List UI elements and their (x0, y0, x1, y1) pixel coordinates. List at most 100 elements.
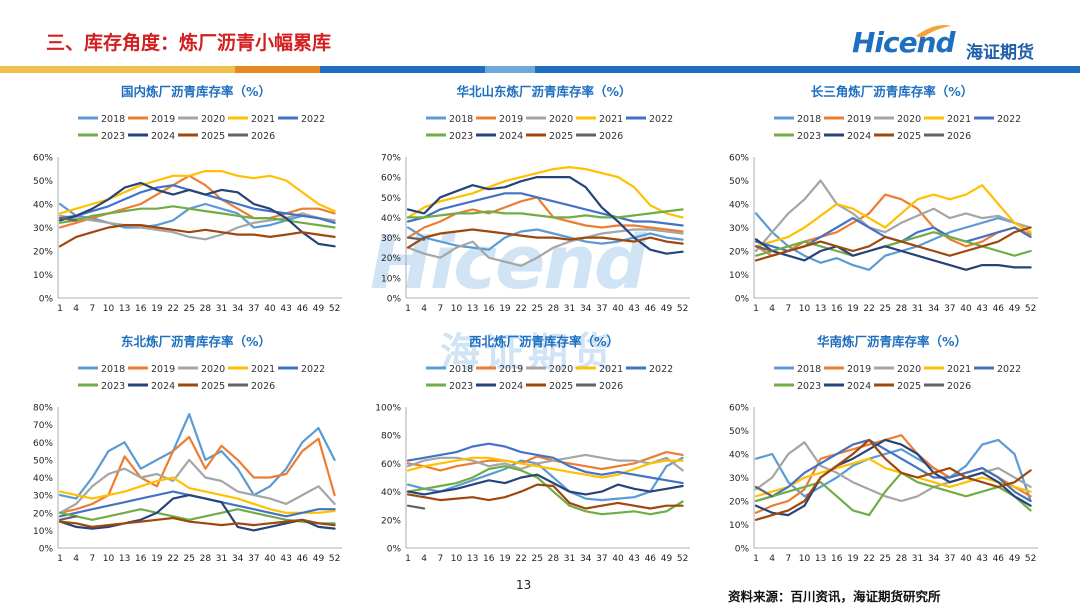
series-line-2020 (754, 179, 1032, 253)
series-line-2024 (406, 176, 684, 255)
x-tick-label: 16 (135, 554, 147, 564)
x-tick-label: 52 (329, 554, 340, 564)
legend-label-2018: 2018 (101, 364, 125, 375)
series-line-2026 (58, 515, 78, 521)
series-line-2026 (406, 504, 426, 510)
x-tick-label: 19 (151, 304, 163, 314)
x-tick-label: 10 (103, 554, 115, 564)
legend-label-2022: 2022 (649, 364, 673, 375)
legend-label-2021: 2021 (251, 364, 275, 375)
series-line-2021 (58, 476, 336, 514)
y-tick-label: 50% (729, 427, 749, 437)
x-tick-label: 1 (405, 554, 411, 564)
series-line-2018 (58, 413, 336, 500)
x-tick-label: 13 (119, 304, 130, 314)
series-line-2019 (58, 435, 336, 514)
x-tick-label: 34 (928, 554, 940, 564)
x-tick-label: 22 (863, 554, 874, 564)
chart-title: 长三角炼厂沥青库存率（%） (811, 84, 974, 99)
x-tick-label: 46 (297, 304, 309, 314)
legend-label-2020: 2020 (549, 114, 573, 125)
legend-label-2021: 2021 (251, 114, 275, 125)
y-tick-label: 20% (381, 254, 401, 264)
chart-title: 华南炼厂沥青库存率（%） (817, 334, 967, 349)
legend-label-2019: 2019 (847, 114, 871, 125)
x-tick-label: 46 (993, 554, 1005, 564)
legend-label-2022: 2022 (997, 114, 1021, 125)
legend-label-2018: 2018 (797, 114, 821, 125)
x-tick-label: 37 (596, 554, 607, 564)
y-tick-label: 40% (381, 214, 401, 224)
x-tick-label: 49 (661, 554, 673, 564)
x-tick-label: 28 (548, 304, 560, 314)
x-tick-label: 31 (564, 554, 575, 564)
series-line-2025 (406, 483, 684, 510)
x-tick-label: 7 (785, 554, 791, 564)
series-line-2024 (754, 238, 1032, 271)
x-tick-label: 22 (167, 304, 178, 314)
legend-label-2018: 2018 (797, 364, 821, 375)
chart-title: 国内炼厂沥青库存率（%） (121, 84, 271, 99)
x-tick-label: 19 (151, 554, 163, 564)
chart-3: 长三角炼厂沥青库存率（%） 2018 2019 2020 2021 2022 2023 202… (729, 84, 1038, 314)
x-tick-label: 4 (73, 554, 79, 564)
x-tick-label: 43 (976, 554, 987, 564)
y-tick-label: 0% (735, 295, 750, 305)
series-line-2024 (406, 473, 684, 496)
legend-label-2024: 2024 (151, 381, 175, 392)
x-tick-label: 16 (483, 554, 495, 564)
legend-label-2026: 2026 (251, 131, 275, 142)
legend-label-2026: 2026 (599, 131, 623, 142)
x-tick-label: 16 (831, 304, 843, 314)
x-tick-label: 34 (232, 554, 244, 564)
y-tick-label: 20% (729, 248, 749, 258)
x-tick-label: 49 (1009, 554, 1021, 564)
legend-label-2019: 2019 (499, 114, 523, 125)
series-line-2026 (406, 236, 426, 241)
y-tick-label: 70% (381, 154, 401, 164)
series-line-2024 (754, 438, 1032, 517)
y-tick-label: 10% (381, 274, 401, 284)
legend-label-2023: 2023 (797, 131, 821, 142)
x-tick-label: 7 (785, 304, 791, 314)
series-line-2021 (406, 166, 684, 219)
brand-logo: Hicend 海证期货 (852, 22, 1052, 70)
series-line-2020 (754, 441, 1032, 503)
series-line-2026 (754, 245, 774, 253)
x-tick-label: 4 (421, 304, 427, 314)
series-line-2020 (406, 228, 684, 267)
legend-label-2026: 2026 (599, 381, 623, 392)
x-tick-label: 52 (677, 304, 688, 314)
legend-label-2025: 2025 (549, 131, 573, 142)
series-line-2025 (754, 226, 1032, 262)
legend-label-2025: 2025 (201, 381, 225, 392)
x-tick-label: 22 (863, 304, 874, 314)
legend-label-2024: 2024 (847, 381, 871, 392)
x-tick-label: 10 (799, 554, 811, 564)
x-tick-label: 10 (103, 304, 115, 314)
x-tick-label: 19 (499, 304, 511, 314)
legend-label-2023: 2023 (101, 381, 125, 392)
y-tick-label: 50% (729, 177, 749, 187)
y-tick-label: 50% (33, 177, 53, 187)
legend-label-2020: 2020 (549, 364, 573, 375)
x-tick-label: 31 (564, 304, 575, 314)
legend-label-2020: 2020 (201, 364, 225, 375)
y-tick-label: 0% (387, 295, 402, 305)
x-tick-label: 16 (483, 304, 495, 314)
x-tick-label: 46 (645, 304, 657, 314)
x-tick-label: 49 (313, 554, 325, 564)
chart-title: 西北炼厂沥青库存率（%） (469, 334, 619, 349)
legend-label-2020: 2020 (897, 114, 921, 125)
legend-label-2018: 2018 (449, 364, 473, 375)
y-tick-label: 40% (729, 451, 749, 461)
legend-label-2018: 2018 (449, 114, 473, 125)
x-tick-label: 31 (912, 554, 923, 564)
y-tick-label: 40% (381, 488, 401, 498)
x-tick-label: 13 (815, 554, 826, 564)
series-line-2022 (754, 438, 1032, 503)
legend-label-2019: 2019 (499, 364, 523, 375)
legend-label-2019: 2019 (847, 364, 871, 375)
x-tick-label: 7 (437, 304, 443, 314)
